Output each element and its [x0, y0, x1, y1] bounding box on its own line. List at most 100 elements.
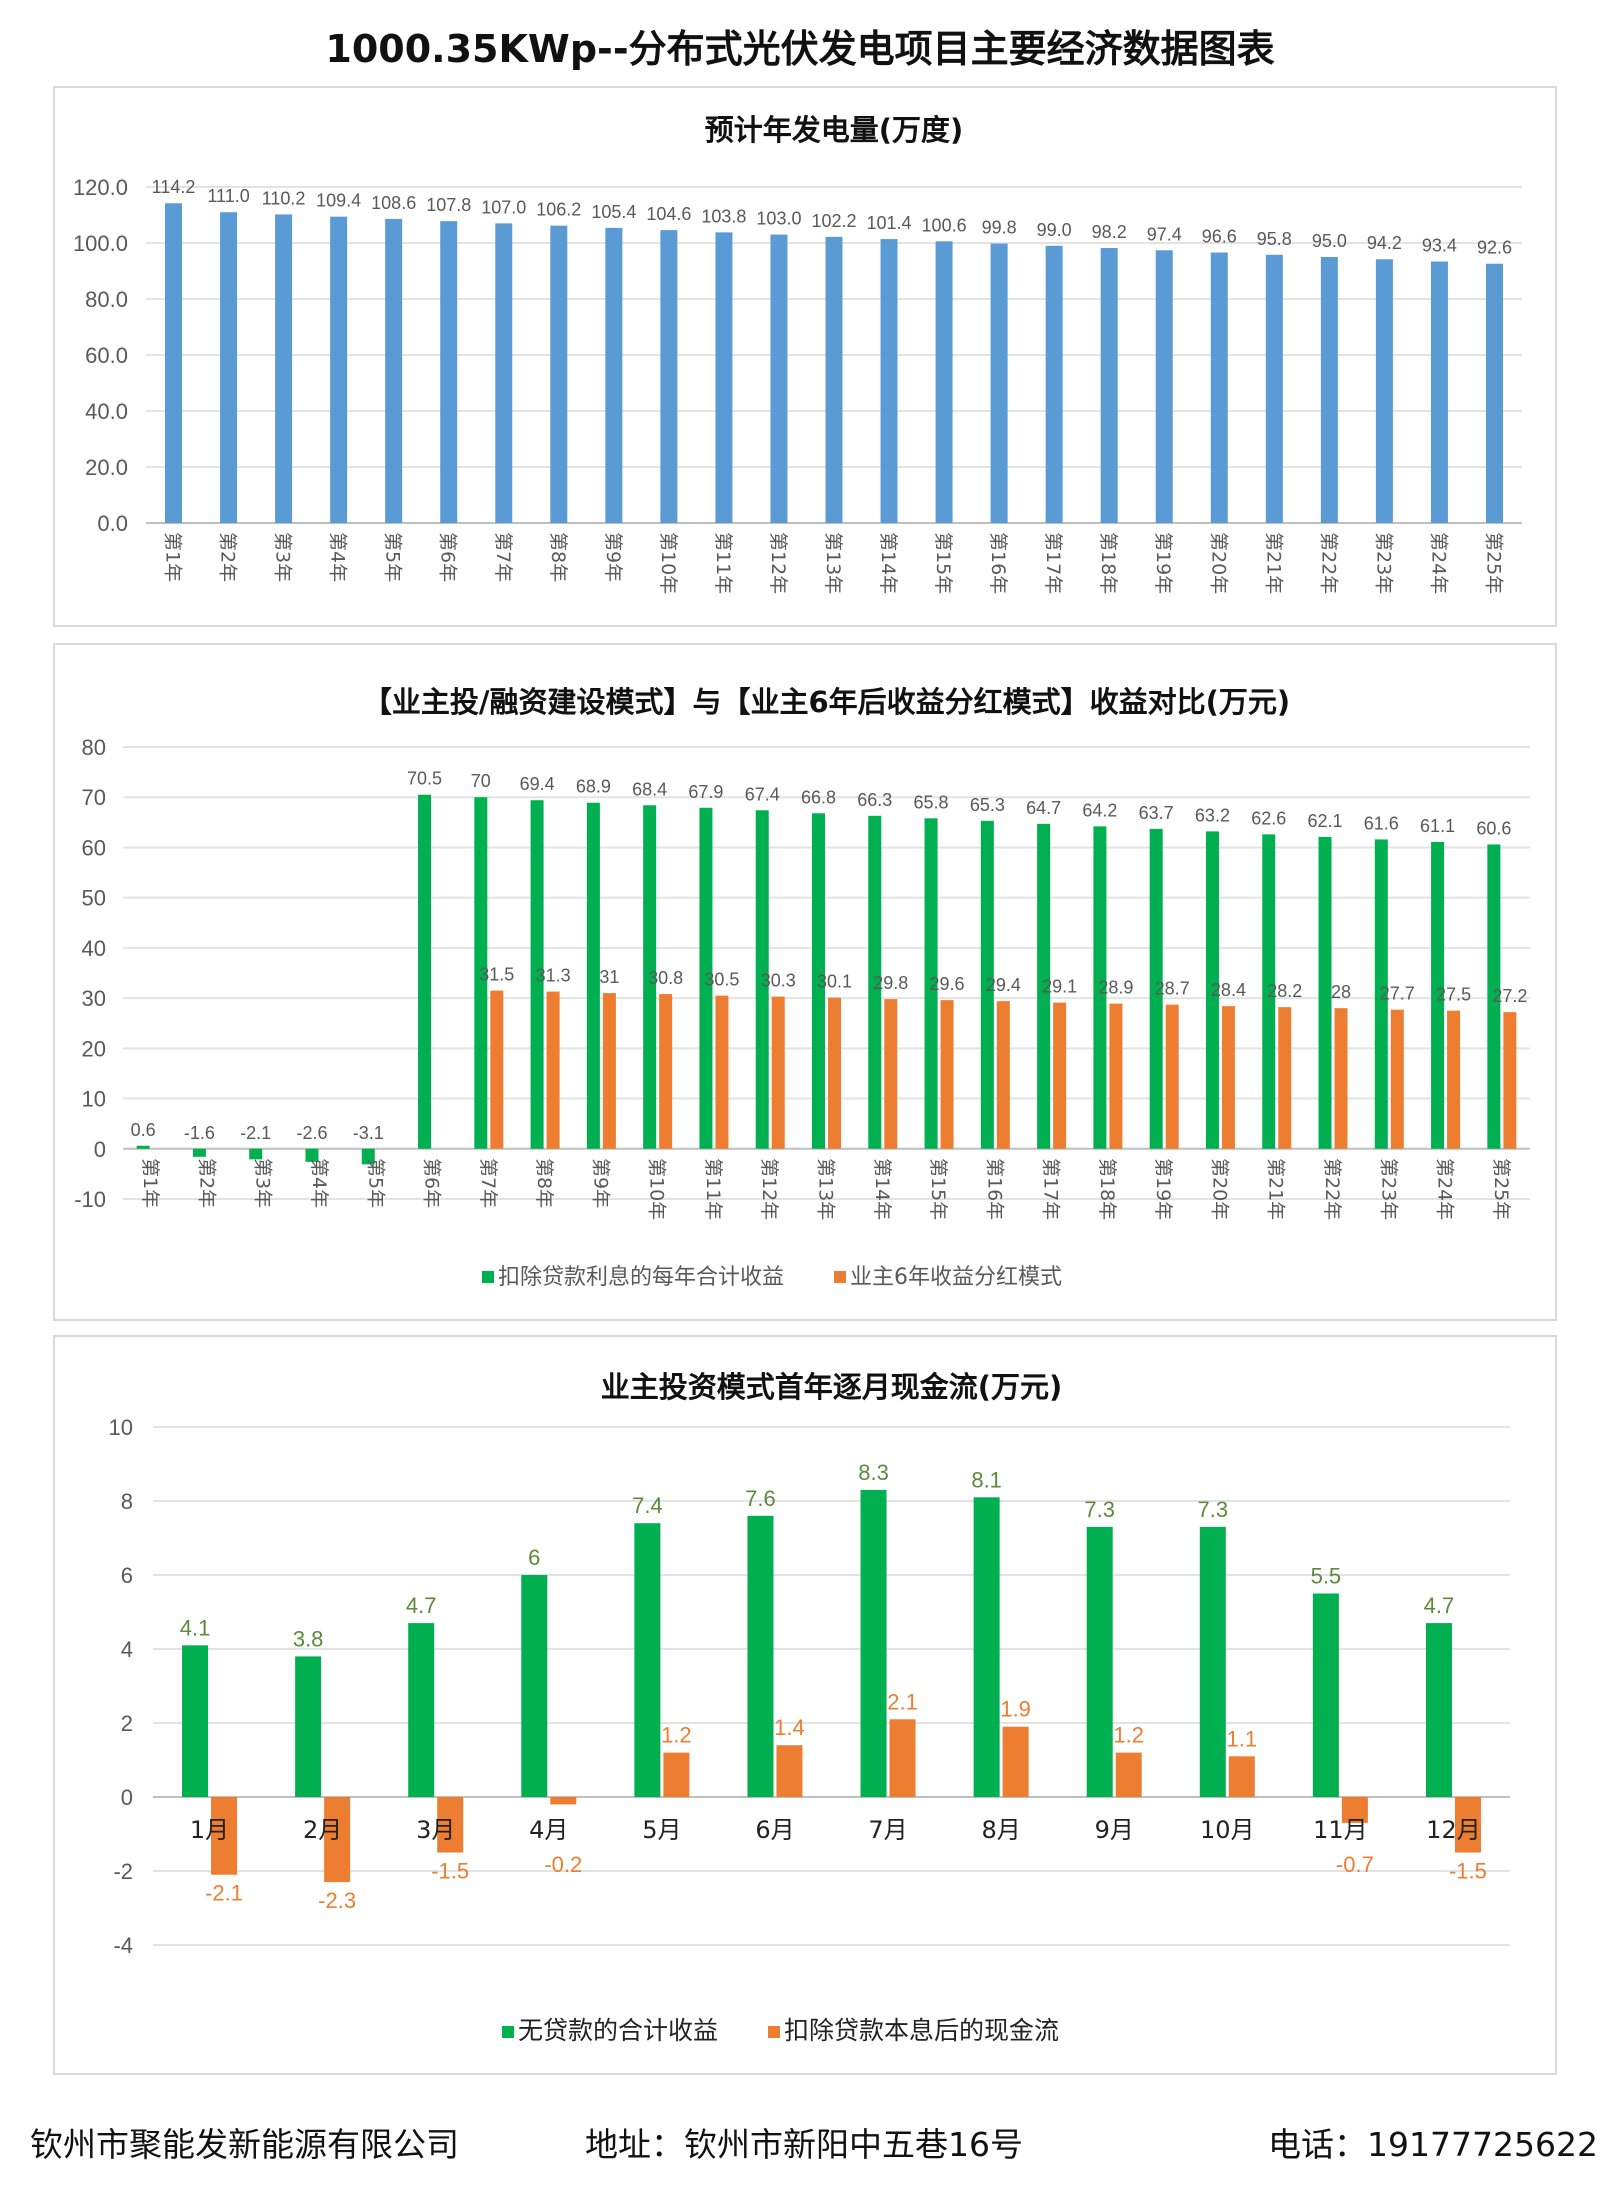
bar-3-s1 [521, 1575, 548, 1797]
bar-2-s1 [868, 815, 882, 1149]
data-label: 61.1 [1420, 816, 1455, 836]
bar-3-s1 [182, 1645, 209, 1797]
bar-2-s2 [602, 993, 616, 1149]
bar-2-s1 [924, 818, 938, 1149]
x-category-label: 2月 [303, 1816, 342, 1844]
data-label: 62.1 [1307, 811, 1342, 831]
bar-3-s1 [860, 1489, 887, 1797]
data-label: 3.8 [293, 1626, 324, 1651]
x-category-label: 第9年 [602, 532, 624, 582]
x-category-label: 第2年 [195, 1158, 217, 1208]
bar-3-s2 [437, 1797, 464, 1853]
data-label: 2.1 [887, 1689, 918, 1714]
y-tick-label: -2 [113, 1859, 133, 1884]
bar-1-s1 [880, 239, 898, 523]
data-label: 29.6 [930, 974, 965, 994]
bar-3-s1 [634, 1523, 661, 1797]
bar-2-s1 [192, 1148, 206, 1157]
data-label: 28 [1331, 982, 1351, 1002]
data-label: 93.4 [1422, 235, 1457, 255]
x-category-label: 8月 [981, 1816, 1020, 1844]
legend-label: 扣除贷款利息的每年合计收益 [498, 1265, 784, 1290]
y-tick-label: 8 [121, 1489, 133, 1514]
bar-2-s2 [1503, 1012, 1517, 1149]
x-category-label: 5月 [642, 1816, 681, 1844]
bar-1-s1 [715, 232, 733, 524]
data-label: 31.3 [536, 966, 571, 986]
bar-2-s1 [305, 1148, 319, 1162]
x-category-label: 第15年 [927, 1158, 949, 1220]
bar-2-s1 [699, 807, 713, 1149]
data-label: 70 [471, 771, 491, 791]
y-tick-label: 40.0 [85, 399, 128, 424]
bar-1-s1 [990, 243, 1008, 523]
bar-1-s1 [1375, 259, 1393, 523]
bar-1-s1 [1485, 263, 1503, 523]
data-label: 7.3 [1197, 1497, 1228, 1522]
y-tick-label: 0 [94, 1137, 106, 1162]
bar-2-s2 [1053, 1002, 1067, 1149]
data-label: 60.6 [1476, 818, 1511, 838]
data-label: 4.7 [406, 1593, 437, 1618]
x-category-label: 第12年 [758, 1158, 780, 1220]
bar-1-s1 [660, 230, 678, 523]
chart-title: 预计年发电量(万度) [705, 113, 964, 147]
bar-3-s2 [1115, 1752, 1142, 1797]
bar-1-s1 [165, 203, 183, 524]
bar-3-s2 [1228, 1756, 1255, 1797]
bar-2-s1 [1205, 831, 1219, 1149]
bar-2-s1 [1093, 826, 1107, 1149]
data-label: 95.8 [1257, 229, 1292, 249]
data-label: 106.2 [536, 200, 581, 220]
data-label: 65.8 [914, 792, 949, 812]
x-category-label: 第21年 [1265, 1158, 1287, 1220]
bar-1-s1 [495, 223, 513, 523]
y-tick-label: -10 [74, 1187, 106, 1212]
data-label: 0.6 [131, 1120, 156, 1140]
bar-2-s2 [490, 990, 504, 1149]
y-tick-label: 60 [82, 835, 106, 860]
bar-2-s1 [1037, 823, 1051, 1149]
bar-2-s2 [771, 996, 785, 1149]
y-tick-label: 10 [82, 1087, 106, 1112]
x-category-label: 第6年 [437, 532, 459, 582]
data-label: 7.4 [632, 1493, 663, 1518]
x-category-label: 第19年 [1152, 1158, 1174, 1220]
y-tick-label: 30 [82, 986, 106, 1011]
bar-1-s1 [605, 227, 623, 523]
legend-label: 无贷款的合计收益 [518, 2016, 718, 2045]
y-tick-label: 6 [121, 1563, 133, 1588]
data-label: 69.4 [520, 774, 555, 794]
data-label: 29.4 [986, 975, 1021, 995]
data-label: 1.9 [1000, 1697, 1031, 1722]
bar-2-s2 [1109, 1003, 1123, 1149]
x-category-label: 第22年 [1321, 1158, 1343, 1220]
data-label: 7.3 [1084, 1497, 1115, 1522]
data-label: 94.2 [1367, 233, 1402, 253]
data-label: 98.2 [1092, 222, 1127, 242]
bar-2-s1 [1318, 836, 1332, 1149]
x-category-label: 第3年 [252, 1158, 274, 1208]
chart-panel-income-comparison [53, 643, 1557, 1321]
x-category-label: 第16年 [987, 532, 1009, 594]
y-tick-label: 20 [82, 1036, 106, 1061]
bar-2-s1 [1262, 834, 1276, 1149]
x-category-label: 第17年 [1040, 1158, 1062, 1220]
y-tick-label: 40 [82, 936, 106, 961]
bar-1-s1 [275, 214, 293, 523]
x-category-label: 第11年 [712, 532, 734, 594]
x-category-label: 第13年 [815, 1158, 837, 1220]
data-label: -3.1 [353, 1123, 384, 1143]
x-category-label: 第6年 [421, 1158, 443, 1208]
data-label: 64.7 [1026, 798, 1061, 818]
bar-1-s1 [1320, 257, 1338, 523]
data-label: 63.7 [1139, 803, 1174, 823]
bar-2-s1 [755, 810, 769, 1149]
bar-1-s1 [1265, 254, 1283, 523]
bar-2-s2 [1165, 1004, 1179, 1149]
bar-1-s1 [1155, 250, 1173, 523]
bar-3-s1 [973, 1497, 1000, 1797]
x-category-label: 第25年 [1482, 532, 1504, 594]
data-label: 29.8 [873, 973, 908, 993]
